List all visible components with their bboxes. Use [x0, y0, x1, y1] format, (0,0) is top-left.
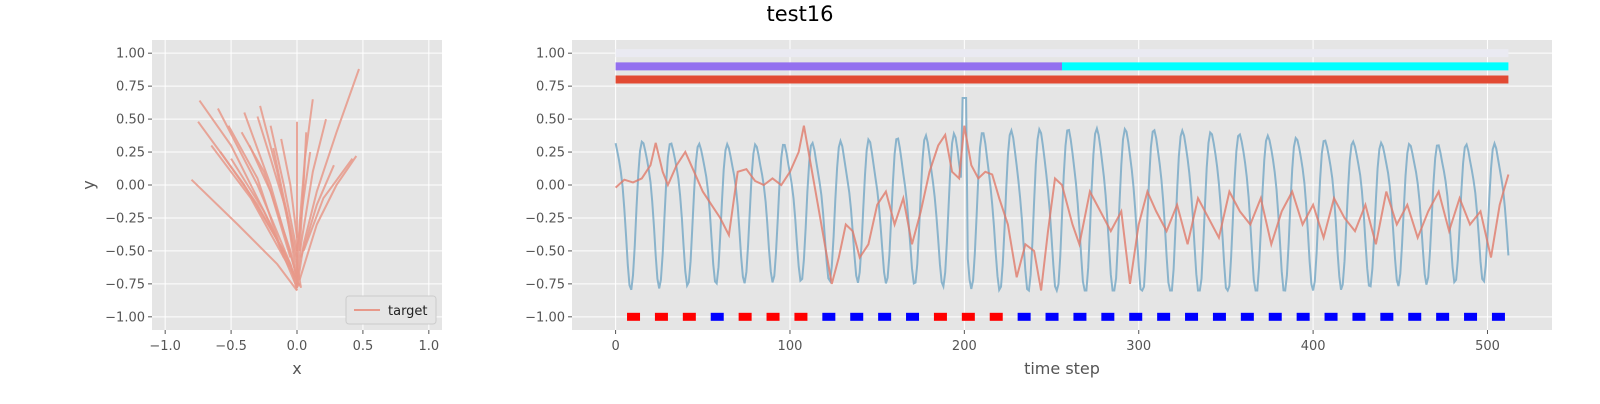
- left-ytick-label: −0.75: [105, 277, 145, 292]
- target-stroke: [248, 145, 292, 258]
- marker-red: [682, 312, 696, 321]
- target-stroke: [296, 151, 312, 252]
- left-xtick-label: −0.5: [215, 339, 247, 354]
- right-ytick-label: −0.25: [525, 211, 565, 226]
- target-stroke: [302, 158, 354, 252]
- target-stroke: [272, 147, 298, 258]
- marker-red: [794, 312, 808, 321]
- right-plot-content: [614, 49, 1510, 321]
- right-ytick-label: 0.50: [536, 113, 565, 128]
- target-stroke: [296, 68, 360, 288]
- marker-blue: [878, 312, 892, 321]
- right-ytick-label: −0.50: [525, 244, 565, 259]
- marker-blue: [1129, 312, 1143, 321]
- left-xtick-label: 1.0: [418, 339, 439, 354]
- legend-label-target: target: [388, 304, 428, 319]
- left-axes: −1.0 −0.5 0.0 0.5 1.0 −1.00 −0.75 −0.50 −0.25 0.0…: [79, 40, 442, 378]
- marker-blue: [1380, 312, 1394, 321]
- target-stroke: [269, 125, 298, 252]
- marker-blue: [1017, 312, 1031, 321]
- target-stroke: [296, 99, 314, 278]
- marker-blue: [1157, 312, 1171, 321]
- left-series-target: [190, 68, 360, 292]
- left-ytick-label: −0.25: [105, 211, 145, 226]
- right-ytick-label: 0.75: [536, 80, 565, 95]
- left-xtick-label: −1.0: [149, 339, 181, 354]
- figure-title: test16: [766, 2, 834, 26]
- left-xtick-label: 0.0: [287, 339, 308, 354]
- marker-blue: [1185, 312, 1199, 321]
- marker-blue: [1073, 312, 1087, 321]
- marker-red: [961, 312, 975, 321]
- left-xlabel: x: [292, 359, 301, 378]
- target-stroke: [210, 144, 301, 286]
- target-stroke: [256, 116, 298, 278]
- marker-red: [738, 312, 752, 321]
- marker-red: [933, 312, 947, 321]
- marker-blue: [1268, 312, 1282, 321]
- marker-red: [766, 312, 780, 321]
- series-red-line: [614, 125, 1510, 291]
- left-ytick-label: −0.50: [105, 244, 145, 259]
- left-ytick-label: 0.50: [116, 113, 145, 128]
- marker-blue: [1101, 312, 1115, 321]
- series-blue-line: [614, 97, 1510, 294]
- marker-blue: [1408, 312, 1422, 321]
- right-ytick-label: 0.25: [536, 146, 565, 161]
- marker-blue: [1464, 312, 1478, 321]
- right-xtick-label: 200: [952, 339, 977, 354]
- right-xtick-label: 300: [1126, 339, 1151, 354]
- right-ytick-label: −0.75: [525, 277, 565, 292]
- marker-red: [654, 312, 668, 321]
- right-xtick-label: 400: [1301, 339, 1326, 354]
- right-ytick-label: −1.00: [525, 310, 565, 325]
- target-stroke: [190, 178, 298, 292]
- marker-blue: [1436, 312, 1450, 321]
- right-axes: 0 100 200 300 400 500 −1.00 −0.75 −0.50 −0.25 0.00…: [525, 40, 1552, 378]
- marker-blue: [822, 312, 836, 321]
- marker-blue: [710, 312, 724, 321]
- target-stroke: [230, 158, 292, 268]
- left-legend: target: [345, 295, 437, 325]
- right-xtick-label: 500: [1475, 339, 1500, 354]
- left-ytick-label: 0.75: [116, 80, 145, 95]
- right-xlabel: time step: [1024, 359, 1100, 378]
- marker-blue: [850, 312, 864, 321]
- marker-blue: [1296, 312, 1310, 321]
- marker-blue: [1324, 312, 1338, 321]
- target-stroke: [296, 118, 327, 288]
- left-ytick-label: −1.00: [105, 310, 145, 325]
- marker-blue: [1045, 312, 1059, 321]
- marker-red: [627, 312, 641, 321]
- left-xtick-label: 0.5: [353, 339, 374, 354]
- marker-red: [989, 312, 1003, 321]
- marker-blue: [906, 312, 920, 321]
- left-ylabel: y: [79, 180, 98, 189]
- right-ytick-label: 1.00: [536, 47, 565, 62]
- marker-blue: [1212, 312, 1226, 321]
- legend-box: [345, 295, 437, 325]
- target-stroke: [298, 155, 358, 281]
- right-ytick-label: 0.00: [536, 179, 565, 194]
- right-xtick-label: 100: [778, 339, 803, 354]
- left-ytick-label: 0.25: [116, 146, 145, 161]
- right-xtick-label: 0: [611, 339, 619, 354]
- target-stroke: [227, 125, 285, 258]
- target-stroke: [280, 138, 298, 238]
- marker-blue: [1352, 312, 1366, 321]
- target-stroke: [300, 164, 335, 258]
- marker-blue: [1240, 312, 1254, 321]
- left-ytick-label: 1.00: [116, 47, 145, 62]
- left-ytick-label: 0.00: [116, 179, 145, 194]
- marker-blue: [1491, 312, 1505, 321]
